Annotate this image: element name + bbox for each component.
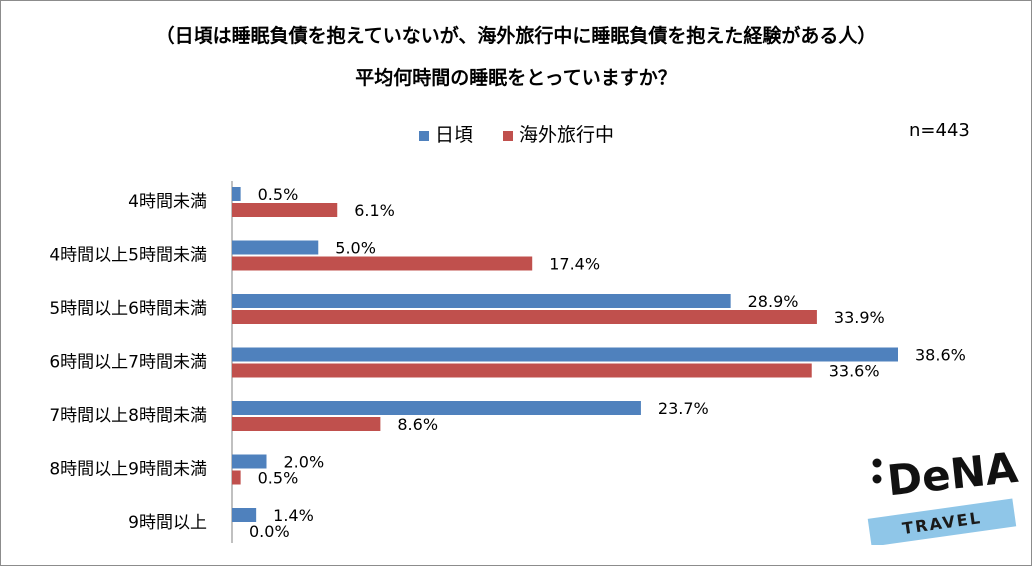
data-label: 6.1%	[354, 201, 395, 220]
bar-series-1	[232, 508, 257, 522]
data-label: 33.6%	[829, 362, 880, 381]
category-label: 7時間以上8時間未満	[49, 406, 207, 426]
data-label: 23.7%	[658, 399, 709, 418]
bar-series-2	[232, 256, 533, 271]
bar-series-2	[232, 363, 812, 378]
bar-series-1	[232, 240, 319, 255]
bar-series-2	[232, 203, 338, 217]
data-label: 33.9%	[834, 308, 885, 327]
data-label: 8.6%	[397, 415, 438, 434]
data-label: 5.0%	[335, 239, 376, 258]
category-label: 5時間以上6時間未満	[49, 299, 207, 319]
data-label: 0.5%	[258, 469, 299, 488]
bar-series-1	[232, 347, 898, 362]
legend-swatch-series-1	[419, 130, 429, 141]
data-label: 1.4%	[273, 506, 314, 525]
chart-subtitle: 平均何時間の睡眠をとっていますか？	[355, 67, 677, 89]
bar-series-2	[232, 417, 381, 431]
data-label: 38.6%	[915, 346, 966, 365]
data-label: 0.5%	[258, 185, 299, 204]
bar-series-1	[232, 187, 241, 201]
category-label: 9時間以上	[128, 513, 207, 533]
data-label: 17.4%	[549, 255, 600, 274]
category-label: 4時間以上5時間未満	[49, 246, 207, 266]
category-label: 4時間未満	[128, 192, 207, 212]
data-label: 2.0%	[284, 453, 325, 472]
legend-label-series-2: 海外旅行中	[519, 124, 615, 146]
bar-series-1	[232, 454, 267, 469]
category-label: 8時間以上9時間未満	[49, 460, 207, 480]
data-label: 28.9%	[748, 292, 799, 311]
chart-title: （日頃は睡眠負債を抱えていないが、海外旅行中に睡眠負債を抱えた経験がある人）	[155, 25, 877, 47]
dena-travel-logo: DeNA TRAVEL	[867, 445, 1019, 545]
legend-swatch-series-2	[503, 130, 513, 141]
bar-series-2	[232, 470, 241, 485]
data-label: 0.0%	[249, 522, 290, 541]
sample-size-label: n=443	[909, 120, 970, 141]
bar-series-1	[232, 294, 731, 308]
svg-text:DeNA: DeNA	[885, 445, 1019, 505]
category-label: 6時間以上7時間未満	[49, 353, 207, 373]
bar-series-1	[232, 401, 641, 415]
legend: 日頃 海外旅行中	[1, 120, 1031, 146]
legend-label-series-1: 日頃	[435, 124, 474, 146]
bar-series-2	[232, 310, 817, 324]
legend-item-series-1: 日頃	[419, 120, 473, 147]
legend-item-series-2: 海外旅行中	[503, 120, 614, 147]
